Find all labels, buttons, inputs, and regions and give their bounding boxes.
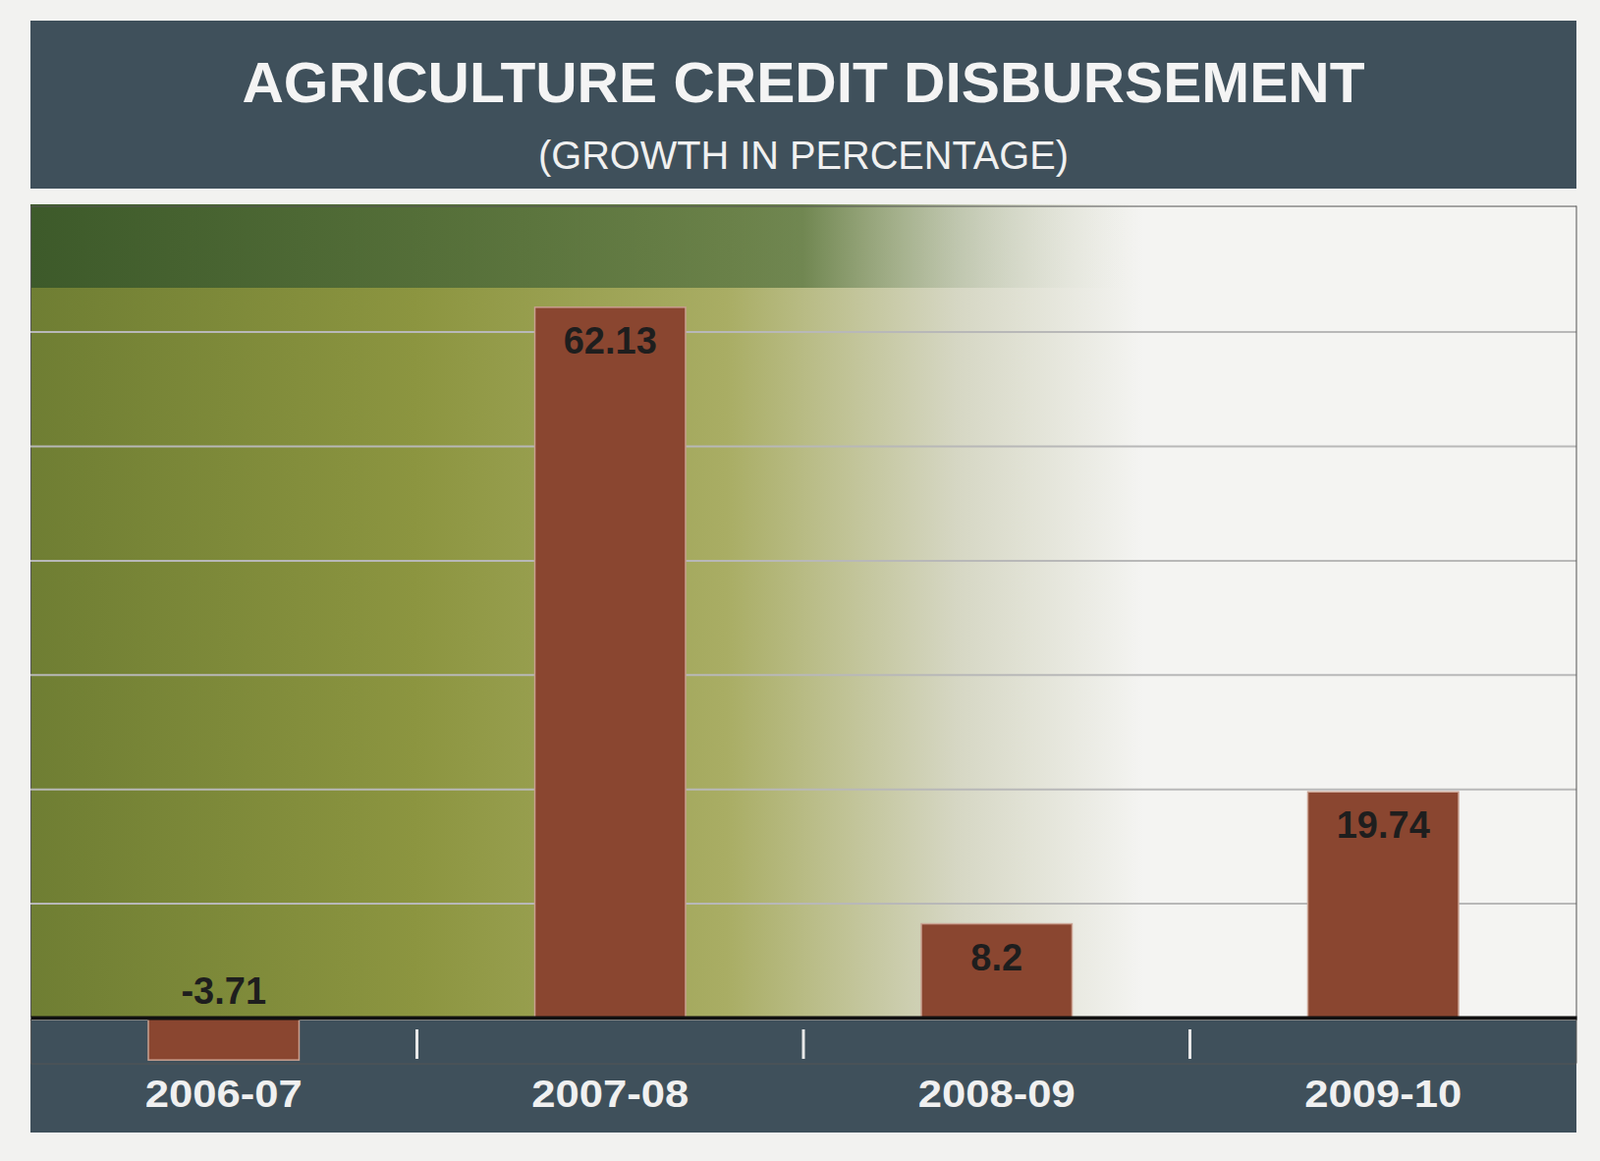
data-label: -3.71	[180, 970, 267, 1012]
frame	[1576, 206, 1578, 1064]
background	[30, 204, 1577, 1018]
category-label: 2009-10	[1304, 1073, 1462, 1115]
data-label: 19.74	[1336, 804, 1431, 846]
y-tick	[30, 559, 1577, 561]
x-tick: 2008-09	[918, 1017, 1076, 1115]
bars	[148, 307, 1459, 1060]
y-tick	[30, 1017, 1577, 1019]
y-tick	[30, 788, 1577, 790]
y-axis-line	[31, 206, 1578, 1064]
bar	[1308, 791, 1459, 1018]
separator	[415, 1029, 419, 1059]
grid-line	[30, 445, 1577, 448]
grid-line	[30, 788, 1577, 791]
data-labels: -3.71 62.13 8.2 19.74	[180, 320, 1430, 1012]
background-trees	[30, 204, 1577, 288]
bar	[921, 924, 1072, 1018]
x-tick: 2009-10	[1304, 1017, 1462, 1115]
category-label: 2008-09	[918, 1073, 1076, 1115]
x-tick: 2007-08	[531, 1017, 689, 1115]
header	[30, 20, 1577, 189]
x-axis: 2006-07 2007-08 2008-09 2009-10	[31, 1017, 1578, 1115]
grid-line	[30, 1017, 1577, 1020]
x-tick: 2006-07	[145, 1017, 303, 1115]
grid-line	[30, 559, 1577, 562]
baseline	[31, 1016, 1578, 1021]
grid-line	[30, 331, 1577, 333]
separator	[1188, 1029, 1192, 1059]
y-tick	[30, 445, 1577, 447]
title: AGRICULTURE CREDIT DISBURSEMENT	[242, 50, 1366, 114]
grid-line	[30, 673, 1577, 676]
category-label: 2007-08	[531, 1073, 689, 1115]
data-label: 8.2	[970, 937, 1023, 979]
bar	[148, 1017, 299, 1060]
y-tick	[30, 674, 1577, 676]
bar	[535, 307, 686, 1018]
y-tick	[30, 331, 1577, 333]
category-label: 2006-07	[145, 1073, 303, 1115]
separator	[802, 1029, 806, 1059]
data-label: 62.13	[563, 320, 658, 362]
chart: AGRICULTURE CREDIT DISBURSEMENT (GROWTH I…	[0, 0, 1600, 1161]
y-axis	[30, 206, 1577, 1064]
subtitle: (GROWTH IN PERCENTAGE)	[538, 133, 1069, 177]
